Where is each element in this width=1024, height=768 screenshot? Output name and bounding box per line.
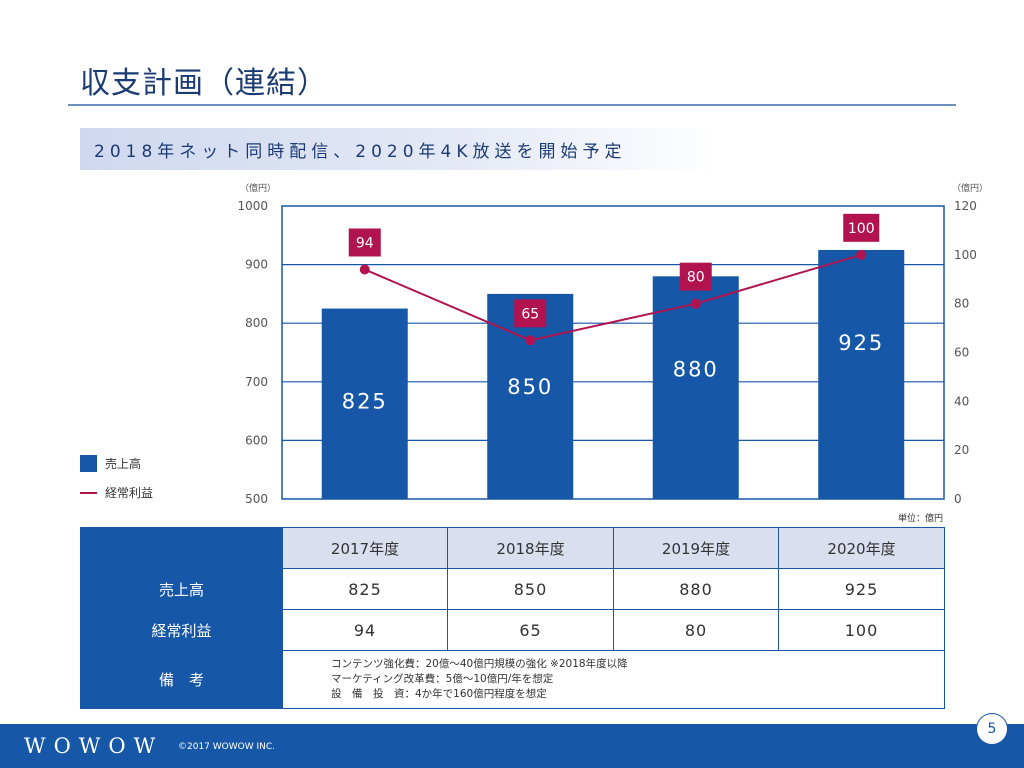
legend-label-revenue: 売上高 (105, 457, 142, 471)
y-right-unit: （億円） (952, 182, 988, 194)
bar (652, 276, 739, 499)
year-header: 2019年度 (613, 527, 779, 569)
profit-point (690, 298, 701, 309)
legend-line-swatch (80, 491, 97, 494)
legend-item-revenue: 売上高 (80, 455, 141, 472)
notes-cell: コンテンツ強化費：20億〜40億円規模の強化 ※2018年度以降 マーケティング… (282, 650, 945, 709)
y-left-tick-label: 600 (245, 433, 268, 447)
legend-bar-swatch (80, 455, 97, 472)
year-header: 2018年度 (447, 527, 614, 569)
profit-value-label: 94 (356, 235, 374, 251)
note-line: マーケティング改革費：5億〜10億円/年を想定 (331, 673, 554, 685)
bar-value-label: 850 (507, 375, 553, 399)
bar-value-label: 925 (838, 331, 884, 355)
profit-point (525, 335, 536, 346)
row-label-revenue: 売上高 (80, 568, 283, 610)
profit-point (359, 264, 370, 275)
profit-point (856, 249, 867, 260)
note-line: 設 備 投 資：4か年で160億円程度を想定 (331, 688, 547, 700)
y-left-unit: （億円） (240, 182, 276, 194)
profit-value-label: 100 (848, 221, 875, 237)
table-corner (80, 527, 283, 569)
table-cell: 100 (778, 609, 945, 651)
subtitle-band: 2018年ネット同時配信、2020年4K放送を開始予定 (80, 128, 720, 170)
y-right-tick-label: 20 (954, 443, 969, 457)
table-cell: 94 (282, 609, 448, 651)
plot-frame (281, 205, 945, 500)
y-left-tick-label: 1000 (237, 199, 268, 213)
unit-note: 単位：億円 (898, 514, 944, 524)
row-label-profit: 経常利益 (80, 609, 283, 651)
plan-table: 2017年度 2018年度 2019年度 2020年度 売上高 825 850 … (80, 527, 945, 709)
table-cell: 880 (613, 568, 779, 610)
bar-value-label: 880 (673, 357, 719, 381)
page-title: 収支計画（連結） (80, 66, 328, 101)
profit-line (364, 253, 862, 342)
table-row-notes: 備 考 コンテンツ強化費：20億〜40億円規模の強化 ※2018年度以降 マーケ… (80, 650, 945, 709)
y-right-tick-label: 100 (954, 248, 977, 262)
profit-label-box (514, 299, 547, 328)
y-left-tick-label: 800 (245, 316, 268, 330)
table-row-revenue: 売上高 825 850 880 925 (80, 568, 945, 610)
table-cell: 80 (613, 609, 779, 651)
profit-label-box (348, 228, 381, 257)
page-number: 5 (977, 714, 1007, 744)
revenue-profit-chart: 500 600 700 800 900 1000 0 20 40 60 80 100 120 （億円） （億… (237, 182, 988, 506)
note-line: コンテンツ強化費：20億〜40億円規模の強化 ※2018年度以降 (331, 658, 628, 670)
row-label-notes: 備 考 (80, 650, 283, 709)
legend-item-profit: 経常利益 (80, 484, 153, 501)
footer-bar: WOWOW ©2017 WOWOW INC. 5 (0, 714, 1024, 768)
table-row-profit: 経常利益 94 65 80 100 (80, 609, 945, 651)
y-right-tick-label: 0 (954, 492, 962, 506)
table-cell: 825 (282, 568, 448, 610)
y-right-tick-label: 60 (954, 346, 969, 360)
bar (321, 308, 408, 499)
copyright: ©2017 WOWOW INC. (178, 742, 276, 752)
profit-label-box (679, 262, 712, 291)
subtitle: 2018年ネット同時配信、2020年4K放送を開始予定 (94, 142, 627, 162)
y-left-tick-label: 900 (245, 258, 268, 272)
y-right-tick-label: 80 (954, 297, 969, 311)
y-right-tick-label: 40 (954, 394, 969, 408)
legend-label-profit: 経常利益 (105, 486, 154, 500)
brand-logo: WOWOW (24, 734, 164, 758)
bar-value-label: 825 (342, 390, 388, 414)
y-left-tick-label: 500 (245, 492, 268, 506)
bar (818, 249, 905, 499)
year-header: 2017年度 (282, 527, 448, 569)
table-cell: 925 (778, 568, 945, 610)
profit-value-label: 65 (521, 306, 539, 322)
table-header-row: 2017年度 2018年度 2019年度 2020年度 (80, 527, 945, 569)
title-divider (68, 104, 956, 106)
profit-label-box (843, 213, 880, 242)
y-left-tick-label: 700 (245, 375, 268, 389)
y-right-tick-label: 120 (954, 199, 977, 213)
table-cell: 850 (447, 568, 614, 610)
table-cell: 65 (447, 609, 614, 651)
year-header: 2020年度 (778, 527, 945, 569)
profit-value-label: 80 (687, 270, 705, 286)
